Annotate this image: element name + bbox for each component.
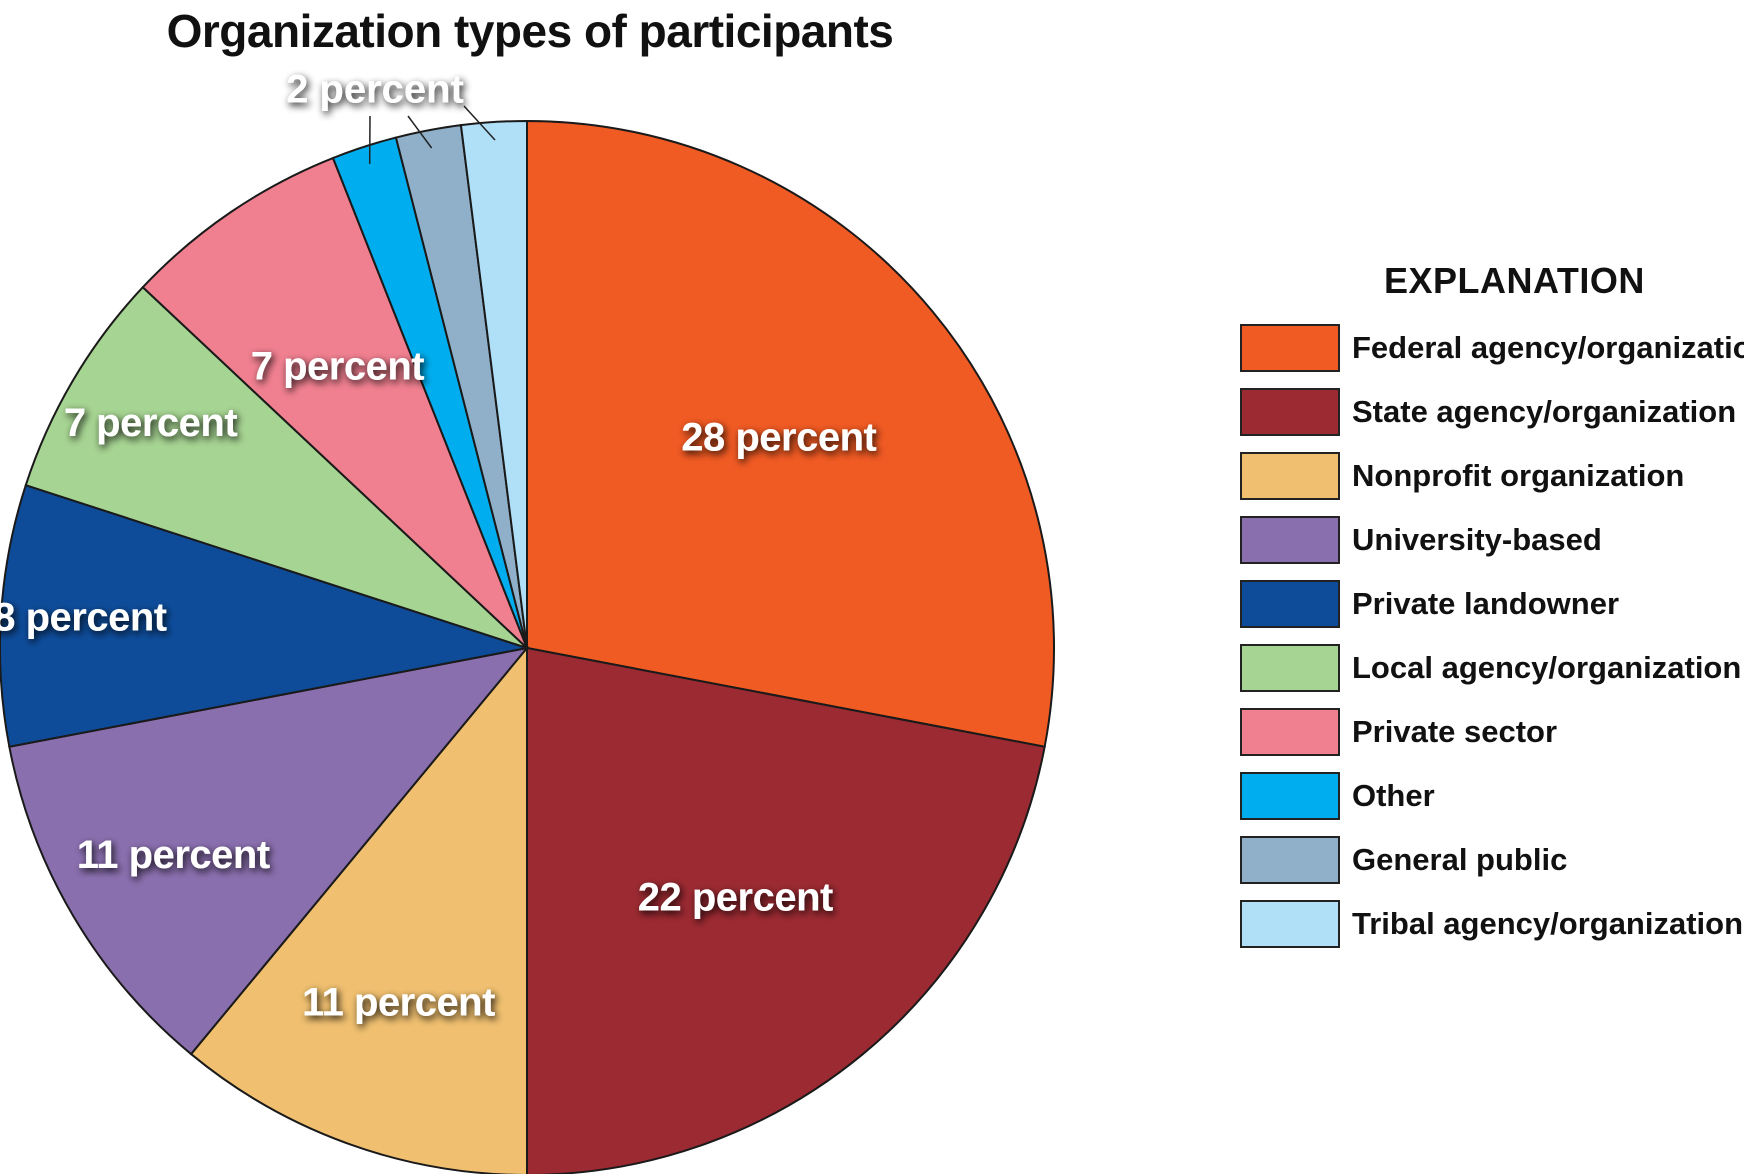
legend-item-federal-agency-organization: Federal agency/organization bbox=[1240, 316, 1744, 380]
legend-label: University-based bbox=[1352, 522, 1602, 557]
legend-swatch bbox=[1240, 324, 1340, 372]
slice-label-federal-agency-organization: 28 percent bbox=[681, 415, 876, 459]
legend-label: Private landowner bbox=[1352, 586, 1620, 621]
legend-item-private-landowner: Private landowner bbox=[1240, 572, 1740, 636]
slice-label-private-sector: 7 percent bbox=[251, 345, 425, 389]
legend-item-tribal-agency-organization: Tribal agency/organization bbox=[1240, 892, 1744, 956]
legend-item-private-sector: Private sector bbox=[1240, 700, 1740, 764]
legend-item-state-agency-organization: State agency/organization bbox=[1240, 380, 1740, 444]
legend-label: Federal agency/organization bbox=[1352, 330, 1744, 365]
slice-label-local-agency-organization: 7 percent bbox=[64, 401, 238, 445]
legend-label: Tribal agency/organization bbox=[1352, 906, 1744, 941]
legend-label: Private sector bbox=[1352, 714, 1558, 749]
legend-item-nonprofit-organization: Nonprofit organization bbox=[1240, 444, 1740, 508]
legend-swatch bbox=[1240, 708, 1340, 756]
pie-slice-tribal-agency-organization bbox=[459, 119, 528, 649]
pie-slice-university-based bbox=[8, 646, 530, 1056]
pie-slice-federal-agency-organization bbox=[526, 119, 1055, 748]
legend-item-other: Other bbox=[1240, 764, 1740, 828]
shared-small-slices-label: 2 percent bbox=[286, 68, 464, 112]
pie-slice-local-agency-organization bbox=[24, 285, 528, 649]
legend-item-local-agency-organization: Local agency/organization bbox=[1240, 636, 1742, 700]
legend-label: Nonprofit organization bbox=[1352, 458, 1685, 493]
legend-swatch bbox=[1240, 900, 1340, 948]
slice-label-private-landowner: 8 percent bbox=[0, 595, 167, 639]
legend-label: Local agency/organization bbox=[1352, 650, 1742, 685]
legend-label: State agency/organization bbox=[1352, 394, 1737, 429]
slice-label-nonprofit-organization: 11 percent bbox=[302, 981, 495, 1025]
chart-title: Organization types of participants bbox=[166, 5, 894, 57]
pie-slice-state-agency-organization bbox=[526, 646, 1046, 1174]
pie-slice-private-sector bbox=[141, 156, 528, 649]
legend-swatch bbox=[1240, 388, 1340, 436]
legend: EXPLANATION Federal agency/organization S… bbox=[1240, 260, 1744, 956]
legend-item-university-based: University-based bbox=[1240, 508, 1740, 572]
legend-title: EXPLANATION bbox=[1384, 260, 1645, 301]
pie-chart: 28 percent 22 percent 11 percent 11 percent… bbox=[0, 68, 1055, 1174]
slice-label-university-based: 11 percent bbox=[77, 833, 270, 877]
legend-swatch bbox=[1240, 644, 1340, 692]
leader-line-general-public bbox=[407, 115, 433, 149]
legend-label: Other bbox=[1352, 778, 1435, 813]
legend-item-general-public: General public bbox=[1240, 828, 1740, 892]
legend-swatch bbox=[1240, 580, 1340, 628]
legend-swatch bbox=[1240, 452, 1340, 500]
legend-swatch bbox=[1240, 516, 1340, 564]
pie-slice-private-landowner bbox=[0, 483, 528, 748]
leader-line-tribal-agency-organization bbox=[463, 105, 496, 141]
legend-swatch bbox=[1240, 772, 1340, 820]
legend-swatch bbox=[1240, 836, 1340, 884]
slice-label-state-agency-organization: 22 percent bbox=[638, 875, 833, 919]
legend-label: General public bbox=[1352, 842, 1568, 877]
